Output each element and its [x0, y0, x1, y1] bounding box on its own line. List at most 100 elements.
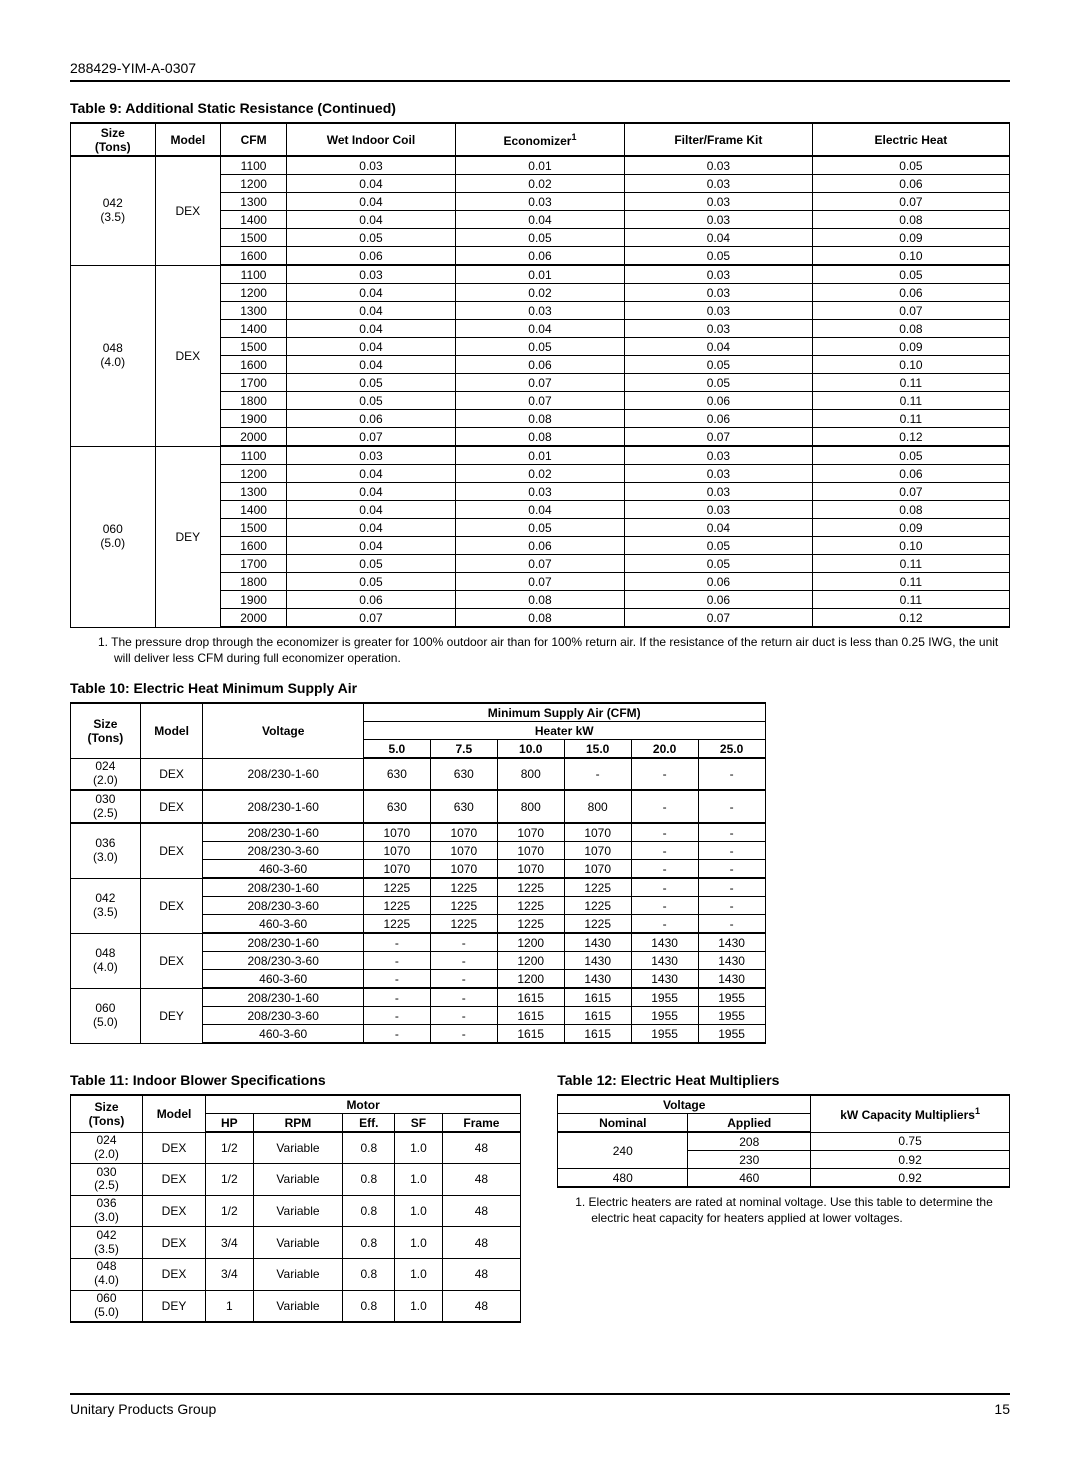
table9-cell: 0.11 [812, 573, 1009, 591]
t11-col: Eff. [343, 1114, 395, 1133]
table9-cell: 0.05 [812, 265, 1009, 284]
table9-col: Model [155, 123, 221, 156]
t11-cell: 48 [442, 1227, 521, 1259]
table9-cell: 0.06 [624, 591, 812, 609]
t11-cell: 1/2 [206, 1195, 254, 1227]
table9-cell: 0.05 [812, 156, 1009, 175]
table9-cell: 0.03 [286, 265, 455, 284]
t10-cell: 1430 [698, 952, 765, 970]
doc-header: 288429-YIM-A-0307 [70, 60, 1010, 82]
table9-cell: 0.04 [286, 338, 455, 356]
table9-cell: 0.03 [624, 265, 812, 284]
table9-cell: 0.07 [455, 392, 624, 410]
table9-cell: 0.06 [286, 591, 455, 609]
t10-sizecell: 030(2.5) [71, 790, 141, 823]
t11-modelcell: DEX [143, 1195, 206, 1227]
table9-cell: 0.11 [812, 374, 1009, 392]
t11-size: Size(Tons) [71, 1095, 143, 1132]
table9-cell: 0.07 [624, 428, 812, 447]
table9-cell: 0.03 [624, 320, 812, 338]
t10-cell: - [363, 952, 430, 970]
table9-cell: 2000 [221, 428, 287, 447]
t12-cell: 230 [688, 1151, 811, 1169]
t10-cell: 630 [430, 758, 497, 790]
t10-cell: - [631, 860, 698, 879]
t10-sizecell: 042(3.5) [71, 878, 141, 933]
t11-cell: 3/4 [206, 1258, 254, 1290]
footer-right: 15 [994, 1401, 1010, 1417]
table9-cell: 1600 [221, 247, 287, 266]
t10-row: 048(4.0)DEX208/230-1-60--120014301430143… [71, 933, 766, 952]
table9-cell: 1300 [221, 483, 287, 501]
table9-cell: 0.04 [286, 211, 455, 229]
table9-cell: 0.12 [812, 609, 1009, 628]
table9-cell: 0.03 [286, 446, 455, 465]
t10-cell: - [631, 758, 698, 790]
t10-cell: - [430, 1007, 497, 1025]
table9-cell: 0.05 [455, 519, 624, 537]
t11-modelcell: DEX [143, 1132, 206, 1164]
t11-cell: 1 [206, 1290, 254, 1322]
table9-cell: 0.05 [624, 247, 812, 266]
table9-cell: 0.04 [286, 501, 455, 519]
t10-cell: 460-3-60 [203, 1025, 363, 1044]
table9-cell: 0.04 [286, 284, 455, 302]
t11-col: HP [206, 1114, 254, 1133]
table9-cell: 0.04 [624, 338, 812, 356]
table10: Size(Tons)ModelVoltageMinimum Supply Air… [70, 702, 766, 1044]
table9-cell: 0.04 [286, 356, 455, 374]
t10-cell: - [698, 842, 765, 860]
t10-cell: 630 [430, 790, 497, 823]
table9-cell: 0.03 [624, 211, 812, 229]
t10-kw: 7.5 [430, 740, 497, 759]
t10-cell: 1225 [497, 915, 564, 934]
t10-sizecell: 036(3.0) [71, 823, 141, 878]
table9-cell: 1900 [221, 591, 287, 609]
t10-cell: 1200 [497, 933, 564, 952]
t11-cell: 0.8 [343, 1290, 395, 1322]
t10-cell: 1615 [497, 1025, 564, 1044]
table9-cell: 0.08 [812, 501, 1009, 519]
t12-cell: 0.75 [811, 1132, 1010, 1151]
t10-model: Model [140, 703, 203, 758]
table9-cell: 0.05 [286, 374, 455, 392]
table9-cell: 0.09 [812, 338, 1009, 356]
t11-modelcell: DEY [143, 1290, 206, 1322]
table9-cell: 0.06 [286, 247, 455, 266]
t10-cell: - [430, 970, 497, 989]
t11-cell: 0.8 [343, 1195, 395, 1227]
table9-cell: 0.07 [624, 609, 812, 628]
t10-row: 042(3.5)DEX208/230-1-601225122512251225-… [71, 878, 766, 897]
table9-cell: 1300 [221, 302, 287, 320]
t10-cell: - [698, 915, 765, 934]
t10-cell: 630 [363, 790, 430, 823]
table9-cell: 0.03 [624, 193, 812, 211]
t10-cell: 1225 [430, 897, 497, 915]
table9-cell: 0.11 [812, 392, 1009, 410]
table9-cell: 0.11 [812, 591, 1009, 609]
t11-model: Model [143, 1095, 206, 1132]
table9-cell: 0.06 [624, 410, 812, 428]
t10-cell: - [363, 1025, 430, 1044]
table9-col: Size (Tons) [71, 123, 156, 156]
table9-cell: 0.04 [455, 501, 624, 519]
t12-applied: Applied [688, 1114, 811, 1133]
table9-cell: 0.10 [812, 356, 1009, 374]
table9-cell: 0.01 [455, 156, 624, 175]
table9-cell: 0.05 [624, 356, 812, 374]
t11-cell: 3/4 [206, 1227, 254, 1259]
table9-cell: 0.05 [455, 338, 624, 356]
table9-cell: 0.03 [624, 501, 812, 519]
table9-cell: 1800 [221, 573, 287, 591]
table9-cell: 1900 [221, 410, 287, 428]
table9-cell: 2000 [221, 609, 287, 628]
table9-footnote: 1. The pressure drop through the economi… [98, 634, 1010, 666]
t11-sizecell: 024(2.0) [71, 1132, 143, 1164]
table9-cell: 0.08 [455, 609, 624, 628]
t10-cell: 1430 [698, 970, 765, 989]
t10-cell: 1070 [363, 842, 430, 860]
t10-cell: 208/230-1-60 [203, 790, 363, 823]
t10-cell: - [430, 988, 497, 1007]
table9-cell: 0.03 [455, 483, 624, 501]
t11-cell: Variable [253, 1258, 343, 1290]
